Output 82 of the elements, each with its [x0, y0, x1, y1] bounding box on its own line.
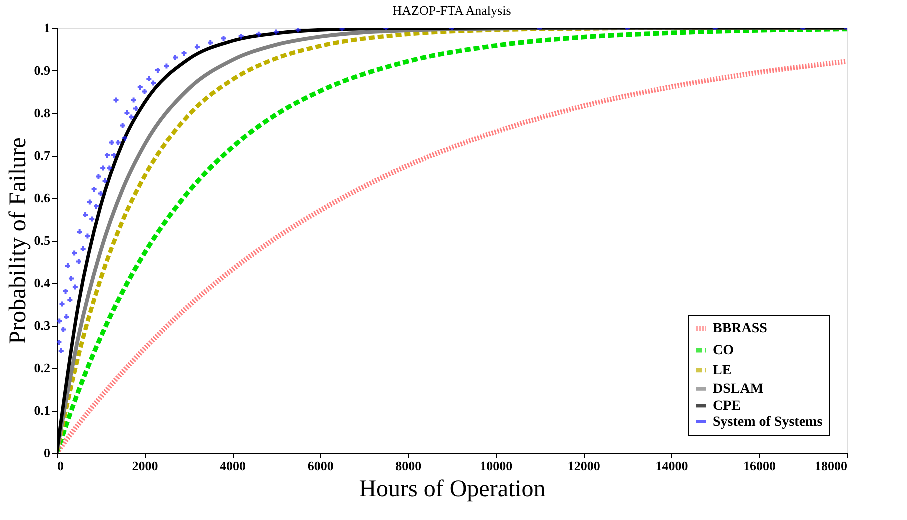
chart-title: HAZOP-FTA Analysis	[392, 3, 512, 18]
point	[194, 44, 200, 50]
point	[182, 51, 187, 56]
point	[164, 64, 170, 69]
point	[65, 264, 70, 268]
point	[87, 200, 92, 205]
y-tick-label: 0.8	[34, 106, 51, 120]
point	[120, 123, 126, 128]
point	[83, 212, 88, 218]
point	[221, 36, 226, 42]
y-tick-label: 0.7	[34, 148, 51, 163]
y-tick-label: 1	[44, 20, 50, 36]
point	[72, 250, 78, 256]
point	[134, 106, 138, 112]
point	[155, 68, 160, 73]
point	[58, 348, 64, 354]
y-tick-label: 0.5	[34, 233, 51, 248]
x-tick-label: 18000	[815, 458, 848, 474]
legend-label: CPE	[713, 399, 741, 414]
x-tick-label: 4000	[220, 458, 246, 474]
point	[122, 136, 128, 141]
legend-label: CO	[713, 344, 734, 358]
point	[296, 28, 301, 33]
point	[60, 302, 65, 307]
point	[238, 34, 244, 39]
point	[72, 284, 78, 290]
point	[131, 98, 136, 103]
legend-label: System of Systems	[713, 415, 824, 430]
legend-label: DSLAM	[713, 382, 764, 397]
point	[112, 153, 117, 158]
x-tick-label: 0	[58, 458, 64, 474]
point	[109, 140, 114, 146]
point	[76, 259, 82, 264]
point	[90, 216, 95, 222]
y-tick-label: 0.4	[34, 276, 51, 290]
y-tick-label: 0	[44, 446, 50, 460]
point	[68, 298, 73, 302]
y-tick-label: 0.9	[34, 63, 51, 78]
point	[80, 246, 86, 252]
point	[68, 276, 74, 282]
point	[96, 174, 102, 180]
x-tick-label: 14000	[656, 458, 688, 474]
point	[92, 187, 97, 192]
point	[142, 89, 148, 94]
y-tick-label: 0.1	[34, 403, 50, 418]
x-tick-label: 16000	[743, 458, 776, 474]
point	[57, 340, 62, 345]
point	[61, 327, 66, 332]
y-tick-label: 0.2	[34, 360, 50, 376]
point	[124, 110, 130, 116]
point	[256, 32, 262, 37]
legend-label: BBRASS	[713, 322, 768, 336]
y-tick-label: 0.6	[34, 190, 51, 206]
legend-label: LE	[713, 364, 732, 378]
x-axis-title: Hours of Operation	[359, 476, 546, 502]
point	[77, 230, 82, 234]
x-tick-label: 2000	[132, 458, 158, 474]
x-tick-label: 6000	[308, 458, 334, 474]
point	[116, 140, 121, 146]
x-tick-label: 12000	[568, 458, 600, 474]
point	[173, 55, 178, 60]
point	[151, 80, 156, 86]
point	[57, 318, 62, 324]
point	[100, 166, 106, 171]
point	[102, 178, 108, 184]
point	[208, 40, 214, 46]
point	[64, 314, 70, 320]
point	[98, 191, 104, 196]
y-tick-label: 0.3	[34, 318, 51, 333]
point	[138, 85, 143, 90]
y-axis-title: Probability of Failure	[5, 138, 32, 344]
point	[85, 234, 90, 239]
point	[146, 76, 152, 82]
x-tick-label: 10000	[480, 458, 513, 474]
point	[114, 98, 119, 103]
point	[129, 114, 134, 120]
point	[274, 30, 279, 35]
point	[63, 289, 68, 294]
point	[94, 204, 99, 209]
x-tick-label: 8000	[396, 458, 422, 474]
point	[107, 166, 112, 171]
point	[104, 153, 110, 158]
